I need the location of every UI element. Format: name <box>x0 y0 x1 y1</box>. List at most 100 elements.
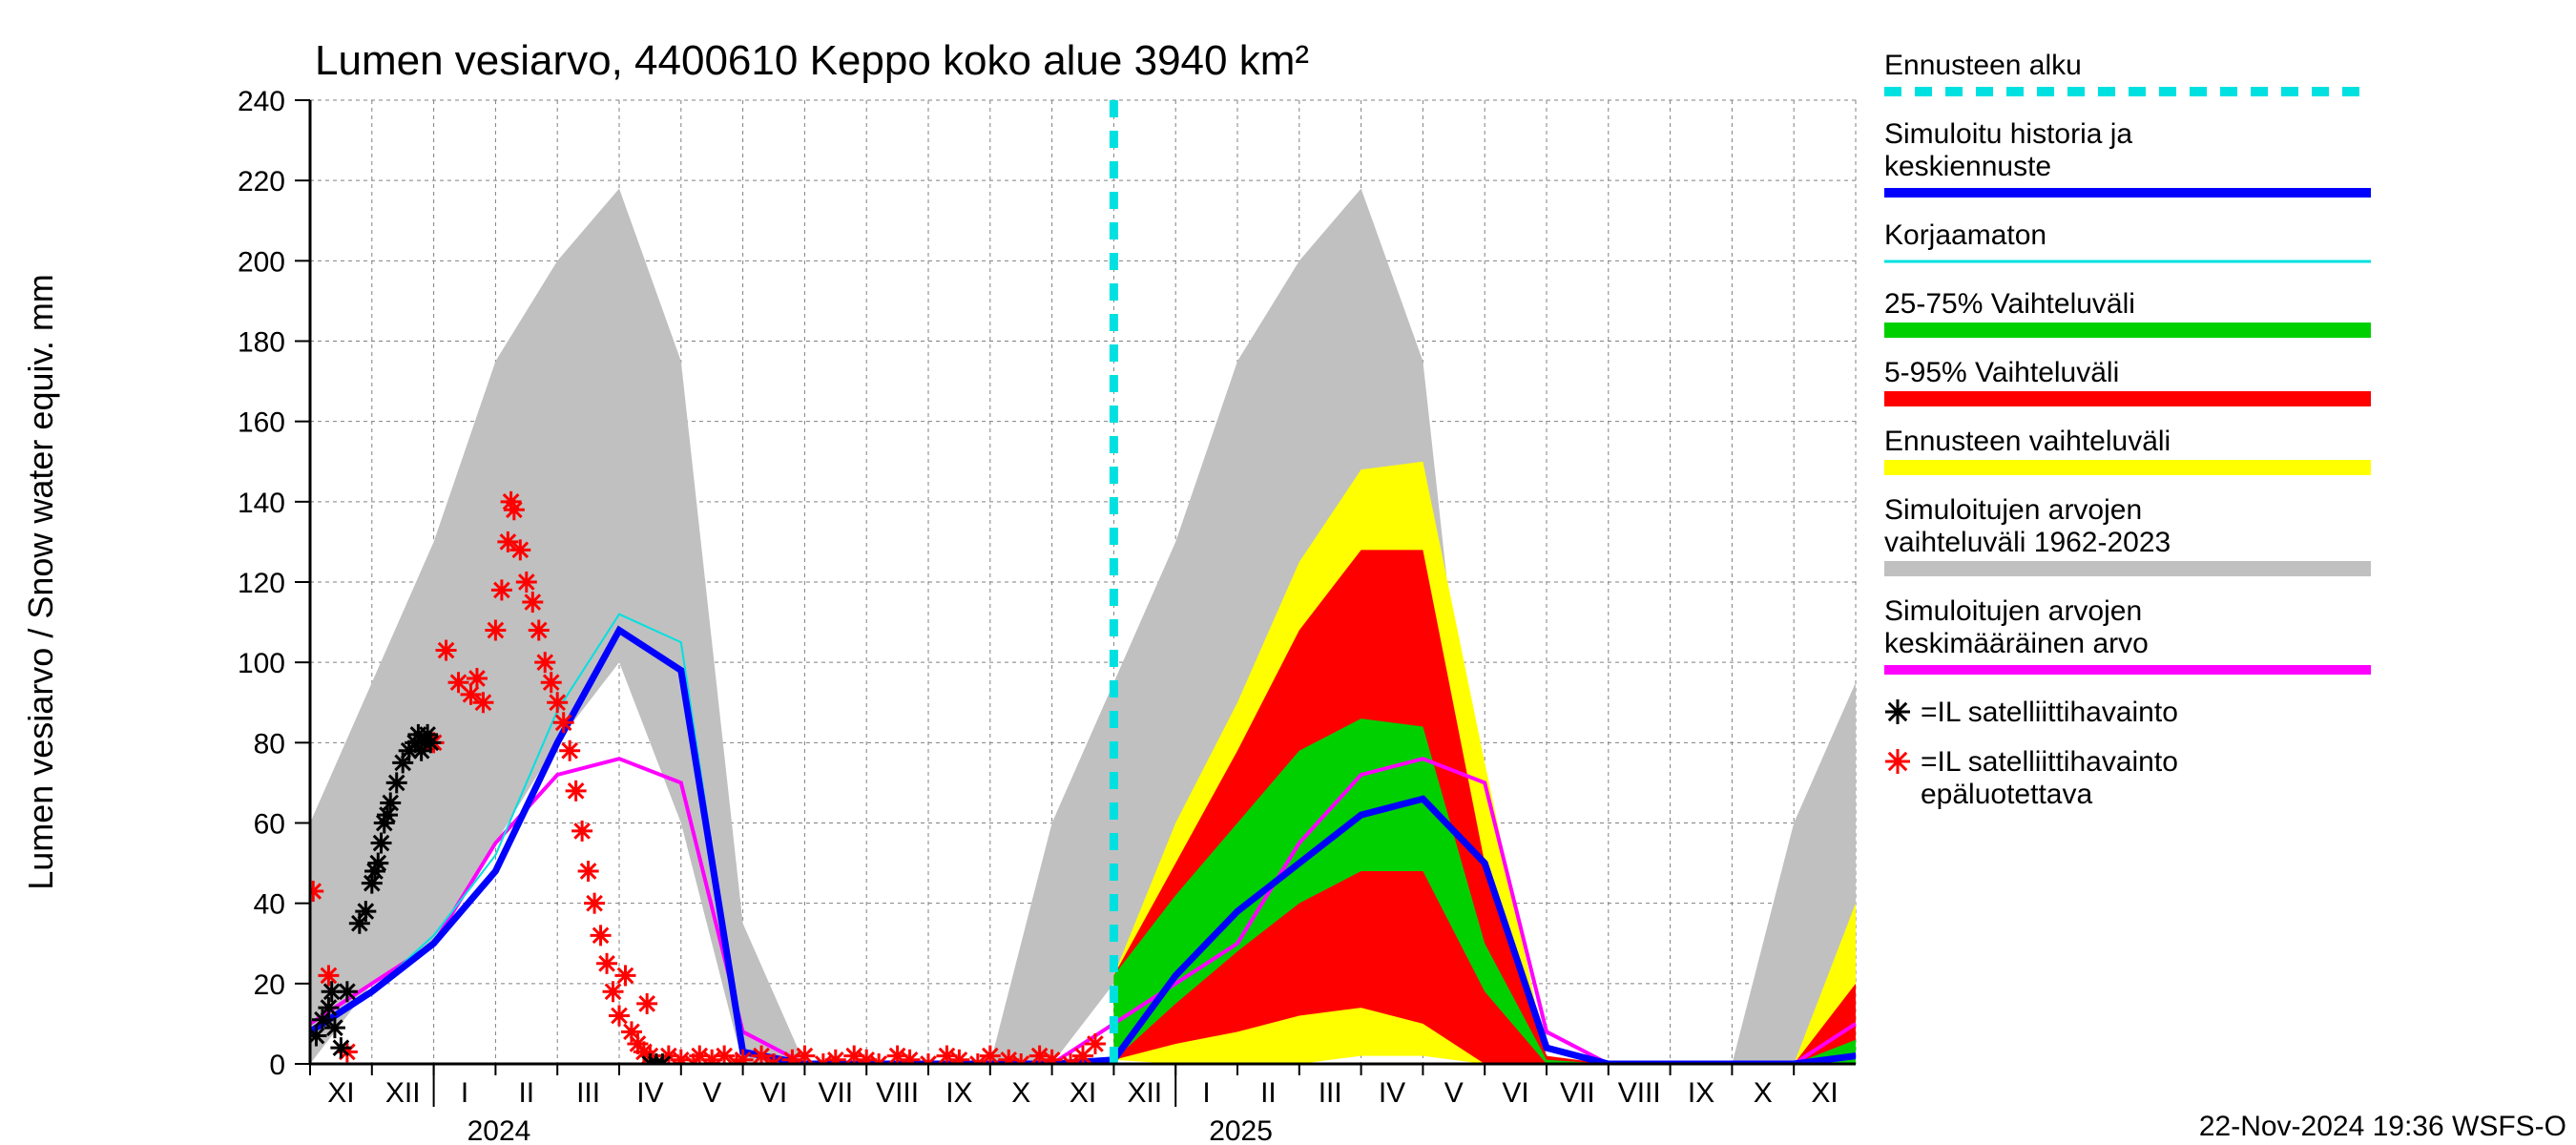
y-tick-label: 180 <box>238 327 285 359</box>
x-month-label: III <box>576 1077 600 1109</box>
legend-label-hist_mean: keskimääräinen arvo <box>1884 628 2149 659</box>
legend-label-sat_ok: =IL satelliittihavainto <box>1921 697 2178 728</box>
satellite-obs-unreliable <box>541 672 562 693</box>
satellite-obs-unreliable <box>509 539 530 560</box>
x-month-label: XI <box>327 1077 354 1109</box>
legend-label-sim_history: keskiennuste <box>1884 151 2051 182</box>
y-tick-label: 120 <box>238 568 285 599</box>
satellite-obs-unreliable <box>571 821 592 842</box>
satellite-obs-unreliable <box>825 1050 846 1071</box>
satellite-obs-unreliable <box>578 861 599 882</box>
y-tick-label: 60 <box>254 809 285 841</box>
x-month-label: VII <box>818 1077 853 1109</box>
satellite-obs-unreliable <box>534 652 555 673</box>
satellite-obs-unreliable <box>596 953 617 974</box>
legend-swatch-band_full <box>1884 460 2371 475</box>
satellite-obs-unreliable <box>547 692 568 713</box>
satellite-obs-unreliable <box>591 925 612 946</box>
chart-svg: 020406080100120140160180200220240XIXIIII… <box>0 0 2576 1145</box>
satellite-obs-unreliable <box>900 1050 921 1071</box>
satellite-obs-unreliable <box>603 981 624 1002</box>
y-tick-label: 140 <box>238 488 285 519</box>
x-month-label: I <box>461 1077 468 1109</box>
x-month-label: V <box>702 1077 721 1109</box>
chart-title: Lumen vesiarvo, 4400610 Keppo koko alue … <box>315 37 1309 84</box>
legend-swatch-sat_bad <box>1885 749 1910 774</box>
satellite-obs-unreliable <box>318 965 339 986</box>
y-tick-label: 100 <box>238 648 285 679</box>
satellite-obs-unreliable <box>504 499 525 520</box>
x-month-label: VI <box>760 1077 787 1109</box>
x-month-label: V <box>1444 1077 1464 1109</box>
x-month-label: XII <box>1127 1077 1162 1109</box>
satellite-obs-unreliable <box>636 993 657 1014</box>
x-month-label: X <box>1754 1077 1773 1109</box>
satellite-obs-unreliable <box>491 579 512 600</box>
legend-label-forecast_start: Ennusteen alku <box>1884 50 2082 81</box>
legend-label-hist_mean: Simuloitujen arvojen <box>1884 595 2142 627</box>
y-tick-label: 240 <box>238 86 285 117</box>
satellite-obs-unreliable <box>467 668 488 689</box>
x-month-label: III <box>1319 1077 1342 1109</box>
satellite-obs-unreliable <box>609 1006 630 1027</box>
satellite-obs-unreliable <box>553 712 574 733</box>
legend-swatch-hist_range <box>1884 561 2371 576</box>
year-label: 2025 <box>1209 1115 1273 1145</box>
y-tick-label: 80 <box>254 728 285 760</box>
legend-swatch-band_25_75 <box>1884 323 2371 338</box>
y-tick-label: 0 <box>269 1050 285 1081</box>
x-month-label: XII <box>385 1077 421 1109</box>
x-month-label: IV <box>636 1077 663 1109</box>
y-tick-label: 20 <box>254 969 285 1001</box>
year-label: 2024 <box>467 1115 531 1145</box>
satellite-obs-unreliable <box>472 692 493 713</box>
legend-label-band_5_95: 5-95% Vaihteluväli <box>1884 357 2119 388</box>
satellite-obs <box>380 792 401 813</box>
satellite-obs-unreliable <box>614 965 635 986</box>
legend-label-uncorrected: Korjaamaton <box>1884 219 2046 251</box>
x-month-label: VIII <box>876 1077 919 1109</box>
satellite-obs <box>324 1017 345 1038</box>
satellite-obs-unreliable <box>436 640 457 661</box>
satellite-obs <box>371 833 392 854</box>
legend-label-band_25_75: 25-75% Vaihteluväli <box>1884 288 2135 320</box>
x-month-label: XI <box>1811 1077 1838 1109</box>
x-month-label: VIII <box>1618 1077 1661 1109</box>
satellite-obs <box>337 981 358 1002</box>
legend-swatch-sat_ok <box>1885 699 1910 724</box>
satellite-obs <box>330 1037 351 1058</box>
satellite-obs-unreliable <box>948 1050 969 1071</box>
satellite-obs-unreliable <box>566 781 587 802</box>
satellite-obs-unreliable <box>485 620 506 641</box>
satellite-obs <box>355 901 376 922</box>
satellite-obs <box>386 772 407 793</box>
x-month-label: VI <box>1502 1077 1528 1109</box>
satellite-obs-unreliable <box>584 893 605 914</box>
legend-label-sim_history: Simuloitu historia ja <box>1884 118 2132 150</box>
x-month-label: II <box>1260 1077 1277 1109</box>
legend-label-sat_bad: =IL satelliittihavainto <box>1921 746 2178 778</box>
legend-label-band_full: Ennusteen vaihteluväli <box>1884 426 2171 457</box>
satellite-obs-unreliable <box>559 740 580 761</box>
x-month-label: IX <box>1688 1077 1714 1109</box>
x-month-label: II <box>518 1077 534 1109</box>
satellite-obs <box>318 997 339 1018</box>
satellite-obs <box>367 853 388 874</box>
chart-footer: 22-Nov-2024 19:36 WSFS-O <box>2199 1111 2566 1142</box>
satellite-obs-unreliable <box>522 592 543 613</box>
y-tick-label: 160 <box>238 407 285 439</box>
satellite-obs <box>420 732 441 753</box>
x-month-label: X <box>1011 1077 1030 1109</box>
legend-label-sat_bad: epäluotettava <box>1921 779 2092 810</box>
y-tick-label: 220 <box>238 166 285 198</box>
satellite-obs-unreliable <box>516 572 537 593</box>
satellite-obs-unreliable <box>529 620 550 641</box>
x-month-label: XI <box>1070 1077 1096 1109</box>
x-month-label: I <box>1202 1077 1210 1109</box>
satellite-obs-unreliable <box>1085 1033 1106 1054</box>
satellite-obs-unreliable <box>302 881 323 902</box>
y-tick-label: 40 <box>254 889 285 921</box>
legend-label-hist_range: vaihteluväli 1962-2023 <box>1884 527 2171 558</box>
swe-forecast-chart: 020406080100120140160180200220240XIXIIII… <box>0 0 2576 1145</box>
y-axis-label: Lumen vesiarvo / Snow water equiv. mm <box>21 274 60 890</box>
